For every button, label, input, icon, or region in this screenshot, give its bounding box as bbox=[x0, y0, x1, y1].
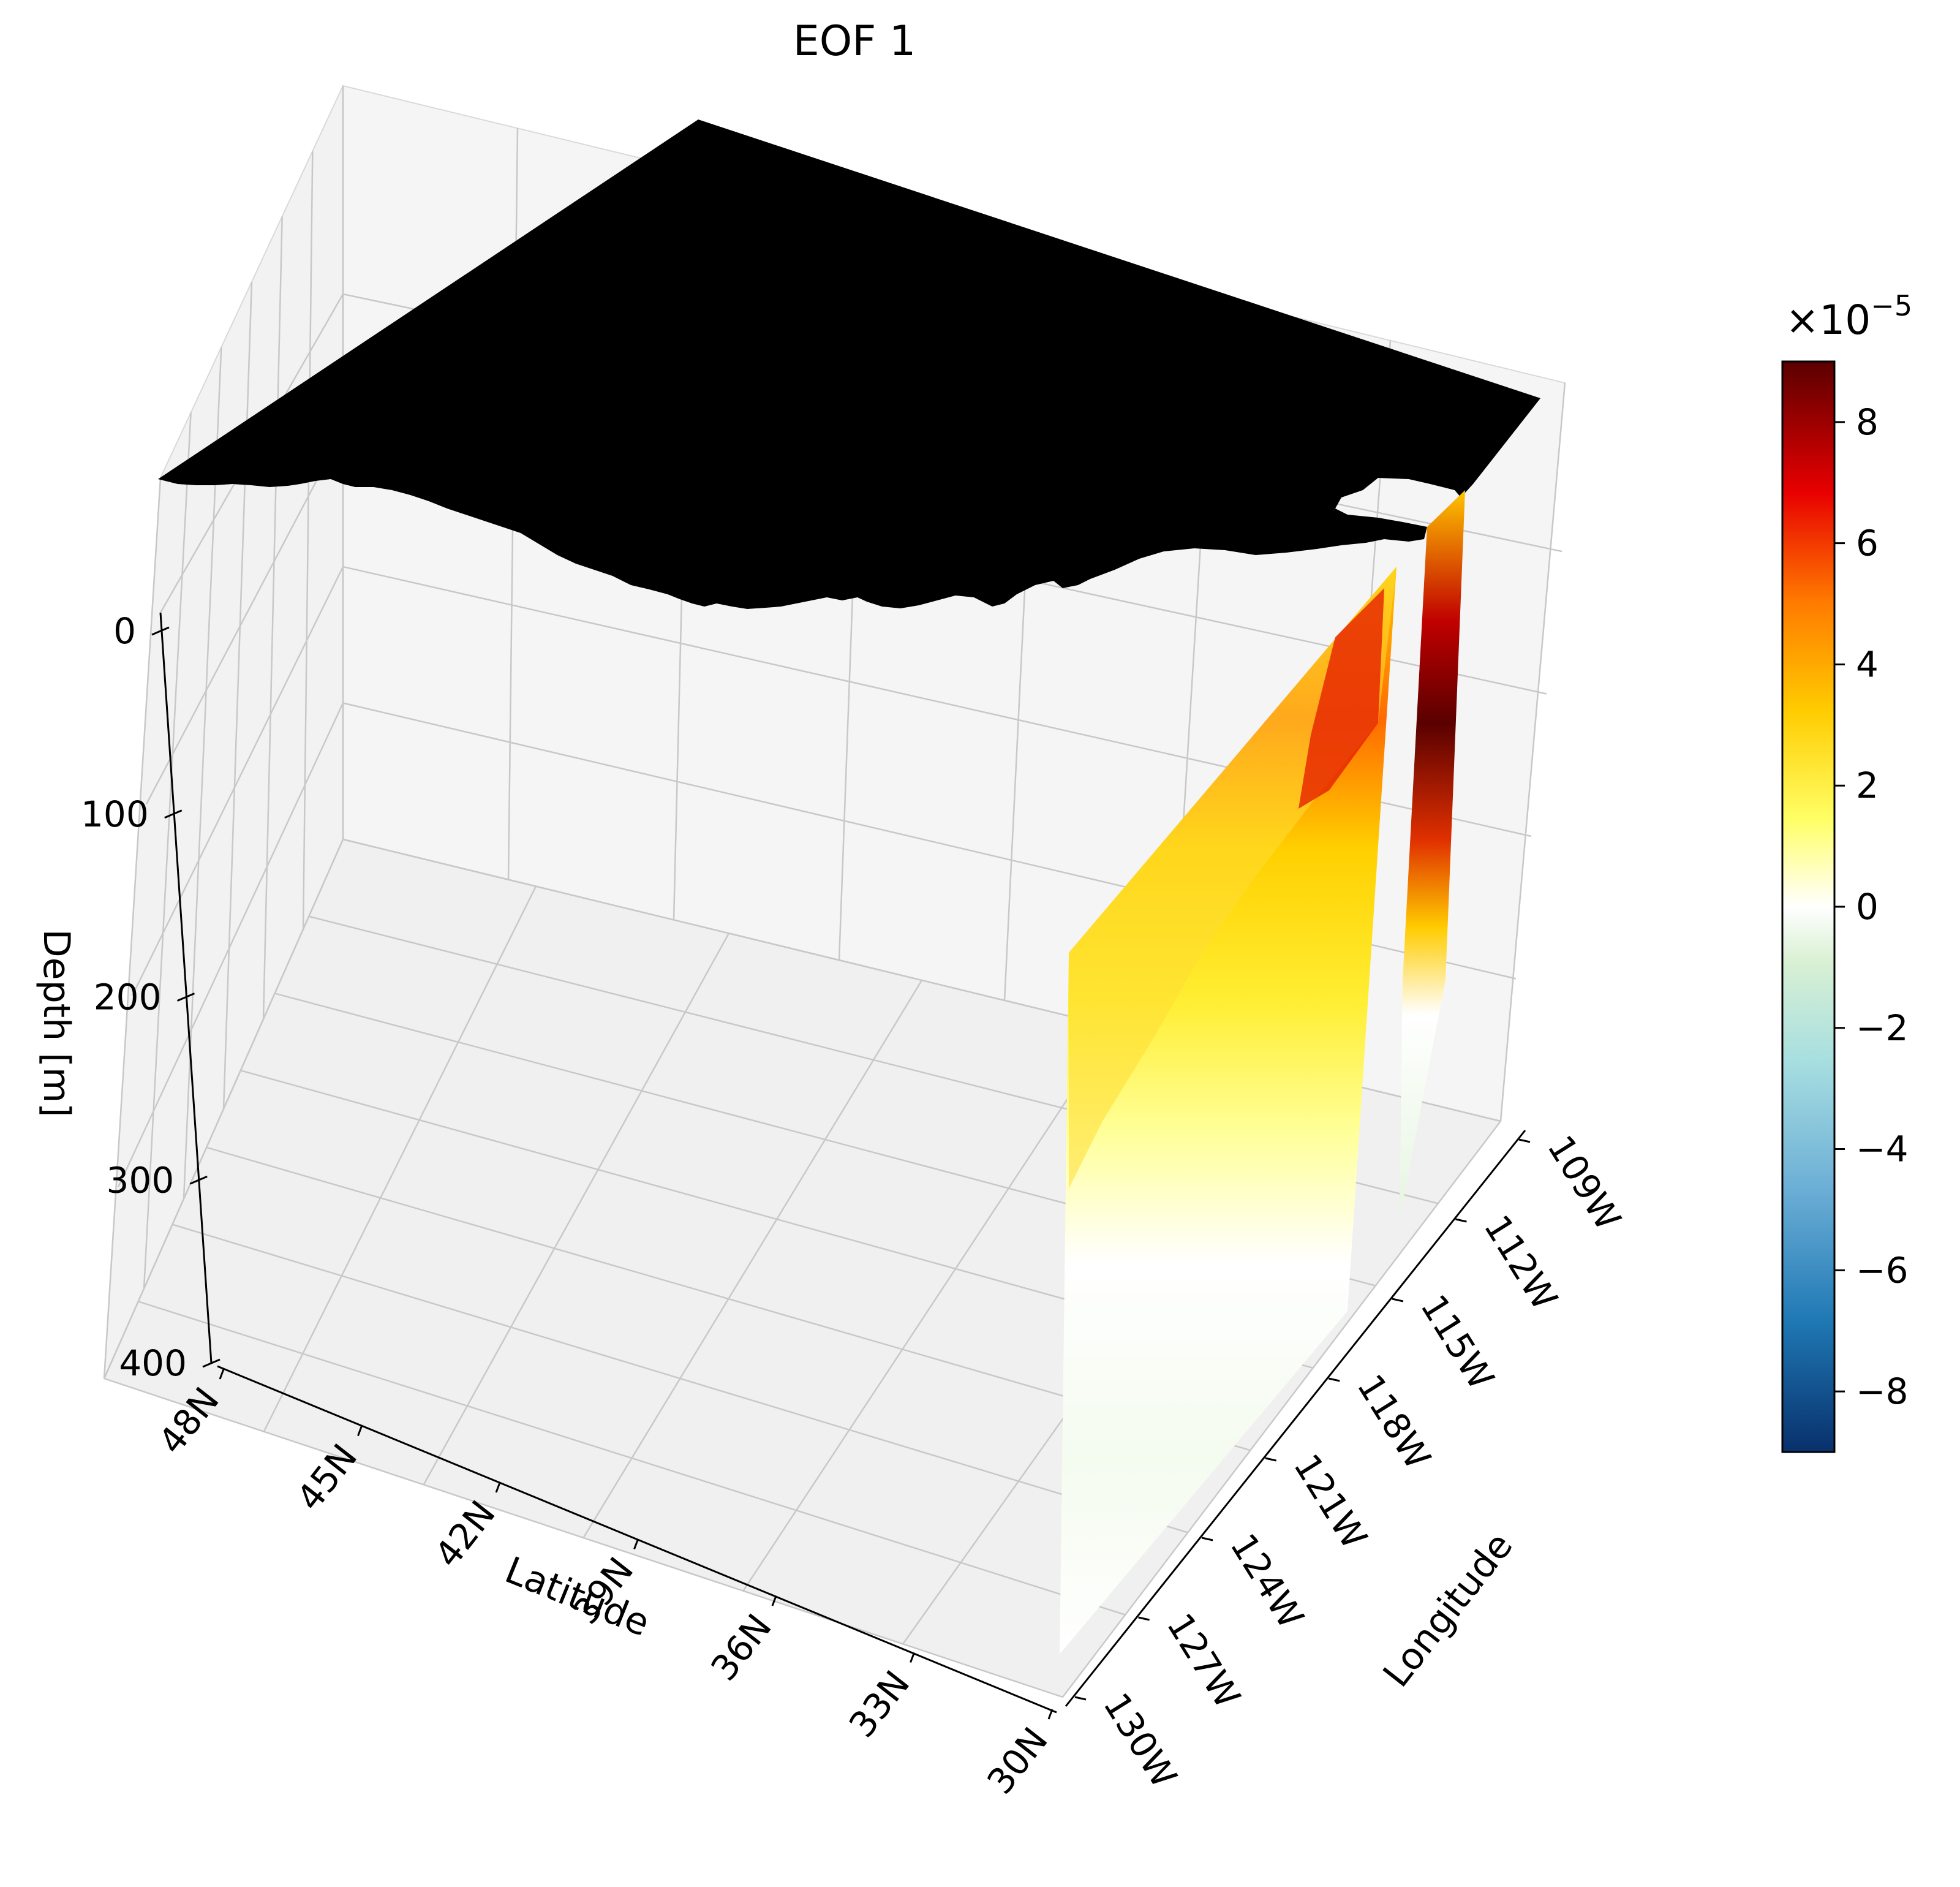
section-thin bbox=[1400, 490, 1465, 1219]
colorbar-exponent: ×10−5 bbox=[1785, 289, 1912, 344]
longitude-tick-label: 127W bbox=[1159, 1606, 1249, 1715]
depth-tick-mark bbox=[202, 1358, 221, 1368]
longitude-tick-label: 115W bbox=[1412, 1287, 1502, 1397]
latitude-tick-mark bbox=[633, 1538, 639, 1550]
longitude-tick-mark bbox=[1455, 1218, 1467, 1223]
longitude-tick-label: 121W bbox=[1286, 1446, 1376, 1556]
longitude-tick-mark bbox=[1138, 1616, 1150, 1621]
latitude-gridline bbox=[103, 477, 162, 1379]
colorbar-tick-label: −4 bbox=[1856, 1129, 1909, 1170]
longitude-tick-label: 124W bbox=[1222, 1526, 1312, 1636]
latitude-tick-mark bbox=[910, 1652, 915, 1663]
longitude-floor-gridline bbox=[104, 1377, 1063, 1698]
longitude-tick-mark bbox=[1265, 1457, 1277, 1462]
colorbar: ×10−5 8 6 4 2 0 −2 −4 −6 −8 bbox=[1781, 289, 1912, 1453]
longitude-gridline bbox=[1499, 382, 1566, 1122]
colorbar-tick-label: 2 bbox=[1856, 765, 1879, 806]
longitude-floor-gridline bbox=[138, 1301, 1126, 1616]
latitude-tick-mark bbox=[495, 1482, 501, 1493]
colorbar-gradient bbox=[1781, 360, 1836, 1453]
longitude-tick-mark bbox=[1328, 1377, 1340, 1382]
latitude-floor-gridline bbox=[423, 932, 730, 1485]
longitude-tick-mark bbox=[1392, 1298, 1404, 1303]
depth-axis-label: Depth [m] bbox=[35, 929, 78, 1117]
depth-axis-line bbox=[159, 612, 213, 1364]
depth-tick-label: 400 bbox=[119, 1342, 187, 1384]
latitude-gridline bbox=[143, 412, 192, 1289]
colorbar-exponent-power: −5 bbox=[1871, 289, 1912, 322]
latitude-tick-mark bbox=[357, 1425, 363, 1437]
chart-title: EOF 1 bbox=[793, 17, 916, 66]
section-large-core bbox=[1298, 588, 1384, 809]
colorbar-tick-label: 8 bbox=[1856, 401, 1879, 443]
colorbar-tick-label: −8 bbox=[1856, 1371, 1909, 1412]
longitude-axis-label: Longitude bbox=[1375, 1525, 1521, 1695]
colorbar-tick-label: −6 bbox=[1856, 1249, 1909, 1291]
depth-tick-label: 100 bbox=[81, 793, 149, 835]
axes-3d bbox=[103, 85, 1566, 1698]
latitude-floor-gridline bbox=[1062, 1121, 1501, 1698]
latitude-floor-gridline bbox=[582, 980, 923, 1538]
longitude-tick-mark bbox=[1201, 1537, 1213, 1541]
longitude-floor-gridline bbox=[172, 1223, 1188, 1533]
latitude-tick-mark bbox=[771, 1595, 777, 1606]
depth-tick-label: 0 bbox=[113, 610, 136, 652]
colorbar-tick-label: 4 bbox=[1856, 643, 1879, 685]
latitude-floor-gridline bbox=[263, 886, 537, 1432]
depth-tick-mark bbox=[164, 809, 183, 819]
longitude-axis-line bbox=[1065, 1130, 1526, 1707]
longitude-tick-mark bbox=[1074, 1696, 1087, 1701]
section-large bbox=[1060, 567, 1396, 1654]
latitude-tick-label: 36N bbox=[703, 1606, 780, 1688]
depth-tick-mark bbox=[189, 1175, 208, 1185]
depth-tick-mark bbox=[151, 626, 170, 636]
longitude-tick-label: 130W bbox=[1095, 1685, 1185, 1795]
colorbar-tick-label: 6 bbox=[1856, 523, 1879, 564]
longitude-tick-label: 112W bbox=[1476, 1208, 1566, 1317]
latitude-gridline bbox=[302, 151, 314, 929]
latitude-floor-gridline bbox=[742, 1026, 1116, 1592]
land-mask bbox=[158, 119, 1540, 609]
latitude-tick-label: 33N bbox=[841, 1663, 918, 1745]
longitude-tick-mark bbox=[1518, 1138, 1531, 1143]
longitude-tick-label: 109W bbox=[1539, 1128, 1629, 1238]
depth-tick-label: 300 bbox=[107, 1159, 175, 1201]
longitude-tick-label: 118W bbox=[1349, 1367, 1439, 1477]
latitude-axis-label: Latitude bbox=[499, 1549, 655, 1645]
latitude-gridline bbox=[262, 216, 283, 1019]
depth-ticks: 0 100 200 300 400 bbox=[81, 610, 221, 1384]
latitude-tick-mark bbox=[1047, 1709, 1054, 1720]
colorbar-tick-label: 0 bbox=[1856, 886, 1879, 928]
colorbar-tick-label: −2 bbox=[1856, 1007, 1909, 1049]
colorbar-ticks: 8 6 4 2 0 −2 −4 −6 −8 bbox=[1834, 401, 1909, 1412]
depth-tick-label: 200 bbox=[94, 977, 162, 1018]
latitude-tick-mark bbox=[219, 1369, 225, 1380]
latitude-tick-label: 30N bbox=[979, 1720, 1056, 1802]
depth-tick-mark bbox=[176, 993, 195, 1002]
colorbar-exponent-base: ×10 bbox=[1785, 297, 1871, 344]
latitude-gridline bbox=[222, 281, 253, 1110]
